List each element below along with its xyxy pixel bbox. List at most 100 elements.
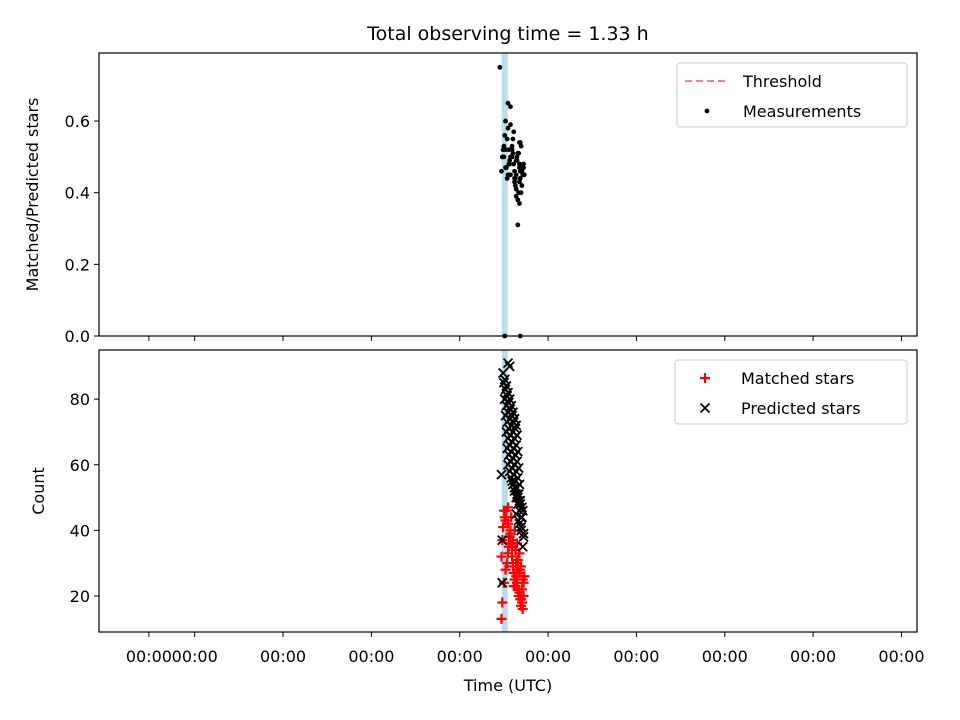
bottom-y-tick-label: 60 <box>70 456 90 475</box>
top-dot-point <box>512 168 517 174</box>
top-y-tick-label: 0.0 <box>65 327 90 346</box>
top-dot-point <box>512 183 518 188</box>
top-dot-point <box>517 161 522 167</box>
x-axis-label: Time (UTC) <box>463 676 552 695</box>
bottom-threshold-band <box>501 350 508 632</box>
top-dot-point <box>512 179 517 185</box>
top-dot-point <box>511 129 517 135</box>
bottom-x-point <box>515 525 527 536</box>
bottom-plus-point <box>516 594 527 605</box>
top-y-axis-label: Matched/Predicted stars <box>23 98 42 292</box>
top-dot-point <box>499 168 504 174</box>
bottom-x-tick-label: 00:00 <box>790 647 836 666</box>
top-dot-point <box>518 143 524 149</box>
top-dot-point <box>501 143 507 149</box>
bottom-legend: Matched stars Predicted stars <box>674 359 908 425</box>
top-dot-point <box>511 161 517 167</box>
bottom-plus-point <box>516 584 527 595</box>
top-dot-point <box>513 193 519 199</box>
top-panel: 0.0 0.2 0.4 0.6 Matched/Predicted stars Thres… <box>23 52 918 346</box>
top-dot-point <box>507 161 513 167</box>
bottom-x-tick-label: 00:00 <box>126 647 172 666</box>
top-dot-point <box>504 175 510 181</box>
top-dot-point <box>517 168 523 174</box>
top-dot-point <box>517 201 522 206</box>
bottom-plus-point <box>500 515 511 526</box>
top-dot-point <box>500 147 506 153</box>
top-dot-point <box>513 158 519 163</box>
bottom-x-tick-label: 00:00 <box>525 647 571 666</box>
top-dot-point <box>507 158 513 163</box>
bottom-x-point <box>511 508 522 520</box>
top-dot-point <box>505 125 511 131</box>
top-axes-frame <box>98 52 918 337</box>
top-dot-point <box>508 122 513 128</box>
top-legend-box <box>676 62 908 128</box>
top-dot-point <box>509 154 515 160</box>
bottom-x-point <box>509 482 520 493</box>
top-dot-point <box>505 172 511 178</box>
bottom-legend-box <box>674 359 908 425</box>
top-threshold-band <box>501 53 508 336</box>
top-dot-point <box>517 140 522 145</box>
top-dot-point <box>514 154 520 160</box>
bottom-plus-point <box>497 597 508 608</box>
top-dot-point <box>517 175 523 181</box>
top-dot-point <box>515 197 521 203</box>
top-dot-point <box>508 104 513 110</box>
bottom-plus-point <box>496 551 507 562</box>
bottom-y-axis-label: Count <box>29 467 48 515</box>
bottom-plus-point <box>517 604 528 615</box>
bottom-plus-point <box>502 558 513 569</box>
bottom-plus-point <box>507 551 518 562</box>
top-dot-point <box>515 222 521 228</box>
bottom-x-tick-label: 00:00 <box>437 647 483 666</box>
bottom-plus-point <box>511 564 522 575</box>
bottom-x-tick-label: 00:00 <box>348 647 394 666</box>
top-y-tick-label: 0.4 <box>65 184 90 203</box>
top-dot-point <box>518 190 524 196</box>
top-dot-point <box>521 165 526 171</box>
top-dot-point <box>517 179 522 185</box>
bottom-legend-plus-swatch <box>700 373 710 383</box>
top-legend-label: Measurements <box>743 102 861 121</box>
top-dot-point <box>521 161 526 167</box>
top-dot-point <box>515 150 521 156</box>
bottom-legend-x-swatch <box>699 402 711 414</box>
bottom-plus-point <box>518 577 529 588</box>
top-dot-point <box>506 147 512 153</box>
top-dot-point <box>510 150 516 156</box>
bottom-y-tick-label: 40 <box>70 521 90 540</box>
bottom-plus-point <box>503 502 513 513</box>
top-dot-point <box>504 136 510 142</box>
top-dot-point <box>497 64 503 70</box>
bottom-x-tick-label: 00:00 <box>878 647 924 666</box>
top-dot-point <box>509 143 515 149</box>
bottom-axes-frame <box>98 349 918 633</box>
bottom-x-point <box>511 489 523 500</box>
figure-title: Total observing time = 1.33 h <box>366 23 648 45</box>
top-dot-point <box>503 165 509 171</box>
bottom-x-tick-label: 00:00 <box>702 647 748 666</box>
bottom-plus-point <box>496 613 507 624</box>
top-legend-dot-swatch <box>704 108 710 114</box>
bottom-plus-point <box>500 564 511 575</box>
bottom-x-point <box>506 476 518 487</box>
bottom-plus-point <box>498 577 509 588</box>
bottom-x-point <box>518 531 529 543</box>
top-dot-point <box>510 136 516 142</box>
bottom-legend-label: Predicted stars <box>741 399 861 418</box>
bottom-y-tick-label: 80 <box>70 390 90 409</box>
bottom-legend-label: Matched stars <box>741 369 854 388</box>
bottom-x-point <box>497 535 508 546</box>
bottom-x-point <box>497 577 508 588</box>
bottom-x-point <box>504 361 515 372</box>
top-dot-point <box>512 175 517 181</box>
top-dot-point <box>505 100 511 106</box>
bottom-x-tick-label: 00:00 <box>613 647 659 666</box>
bottom-plus-point <box>498 522 509 533</box>
bottom-x-point <box>512 492 523 503</box>
top-dot-point <box>499 154 505 160</box>
